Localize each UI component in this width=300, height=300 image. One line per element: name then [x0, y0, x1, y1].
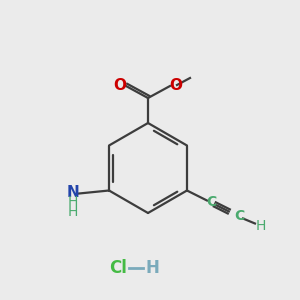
- Text: O: O: [169, 79, 182, 94]
- Text: H: H: [256, 218, 266, 233]
- Text: H: H: [68, 205, 78, 218]
- Text: H: H: [145, 259, 159, 277]
- Text: Cl: Cl: [109, 259, 127, 277]
- Text: N: N: [67, 185, 80, 200]
- Text: H: H: [68, 196, 78, 209]
- Text: O: O: [113, 79, 127, 94]
- Text: C: C: [234, 208, 244, 223]
- Text: C: C: [206, 196, 216, 209]
